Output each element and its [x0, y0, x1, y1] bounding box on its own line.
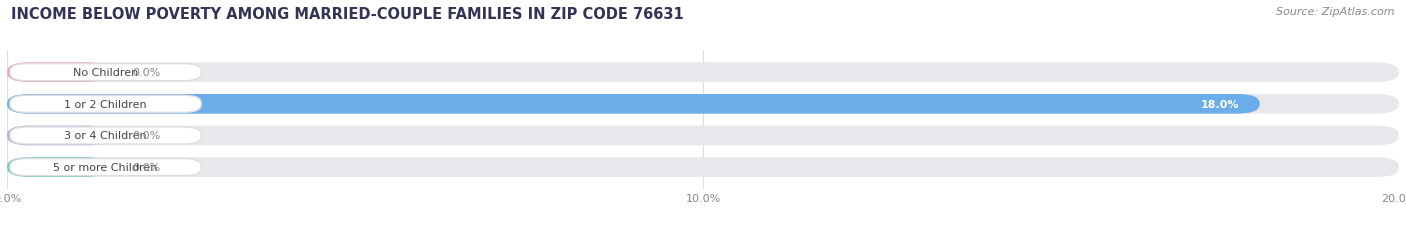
Text: INCOME BELOW POVERTY AMONG MARRIED-COUPLE FAMILIES IN ZIP CODE 76631: INCOME BELOW POVERTY AMONG MARRIED-COUPL… — [11, 7, 683, 22]
Text: 1 or 2 Children: 1 or 2 Children — [65, 99, 146, 109]
FancyBboxPatch shape — [7, 95, 1260, 114]
Text: 0.0%: 0.0% — [132, 162, 160, 172]
Text: 18.0%: 18.0% — [1201, 99, 1239, 109]
Text: 3 or 4 Children: 3 or 4 Children — [65, 131, 146, 141]
FancyBboxPatch shape — [7, 95, 1399, 114]
FancyBboxPatch shape — [7, 126, 1399, 146]
Text: 0.0%: 0.0% — [132, 131, 160, 141]
Text: Source: ZipAtlas.com: Source: ZipAtlas.com — [1277, 7, 1395, 17]
FancyBboxPatch shape — [7, 63, 1399, 83]
FancyBboxPatch shape — [7, 158, 1399, 177]
Text: No Children: No Children — [73, 68, 138, 78]
FancyBboxPatch shape — [10, 96, 201, 113]
FancyBboxPatch shape — [7, 158, 108, 177]
FancyBboxPatch shape — [7, 63, 108, 83]
Text: 5 or more Children: 5 or more Children — [53, 162, 157, 172]
FancyBboxPatch shape — [10, 127, 201, 144]
Text: 0.0%: 0.0% — [132, 68, 160, 78]
FancyBboxPatch shape — [10, 159, 201, 176]
FancyBboxPatch shape — [10, 64, 201, 81]
FancyBboxPatch shape — [7, 126, 108, 146]
